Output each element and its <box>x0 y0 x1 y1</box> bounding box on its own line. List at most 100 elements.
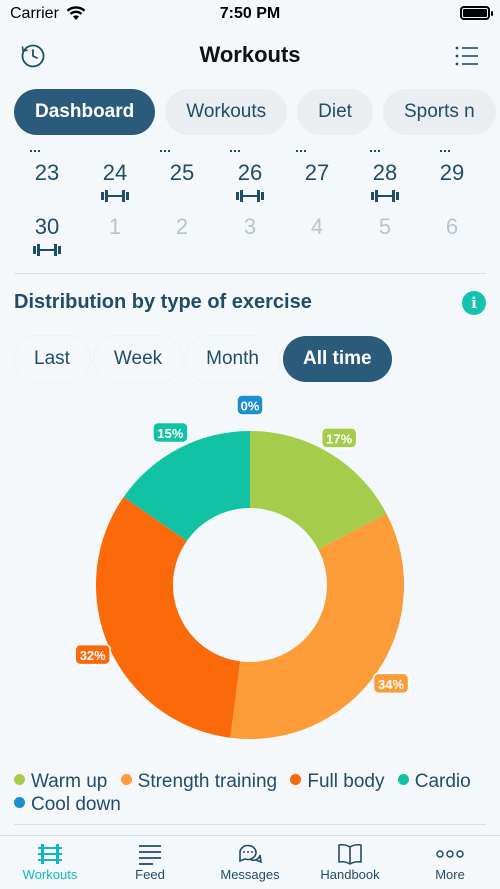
slice-label-text: 17% <box>326 431 352 446</box>
slice-label: 32% <box>74 643 111 666</box>
legend-swatch <box>120 774 132 786</box>
nav-header: Workouts <box>0 36 500 76</box>
legend-label: Cool down <box>31 794 121 815</box>
day-number: 1 <box>108 214 122 239</box>
period-all-time[interactable]: All time <box>282 336 392 382</box>
tabbar-messages[interactable]: Messages <box>200 836 300 889</box>
tabbar-handbook[interactable]: Handbook <box>300 836 400 889</box>
status-time: 7:50 PM <box>219 5 281 22</box>
legend-swatch <box>14 797 25 809</box>
slice-label-text: 15% <box>157 426 183 441</box>
legend-label: Strength training <box>137 771 278 792</box>
tabbar-label: Messages <box>220 867 280 882</box>
legend-label: Full body <box>307 771 385 792</box>
dumbbell-icon <box>371 190 399 202</box>
day-number: 26 <box>237 160 263 185</box>
dumbbell-icon <box>236 190 264 202</box>
chart-legend: Warm up Strength training Full body Card… <box>14 770 486 816</box>
calendar-day[interactable]: 1 <box>85 214 145 240</box>
calendar-day[interactable]: 27 <box>287 160 347 186</box>
list-icon[interactable] <box>454 44 480 68</box>
tabbar-workouts[interactable]: Workouts <box>0 836 100 889</box>
divider <box>14 824 486 825</box>
dumbbell-icon <box>33 244 61 256</box>
day-number: 24 <box>102 160 128 185</box>
tab-sports[interactable]: Sports n <box>382 89 496 135</box>
tab-diet[interactable]: Diet <box>297 89 373 135</box>
slice-label: 17% <box>320 427 358 449</box>
day-number: 3 <box>243 214 257 239</box>
distribution-title: Distribution by type of exercise <box>14 291 312 313</box>
workout-calendar: 23 24 25 26 27 28 29 30 1 2 3 4 5 6 <box>0 150 500 270</box>
tab-workouts[interactable]: Workouts <box>165 89 288 135</box>
day-number: 28 <box>372 160 398 185</box>
calendar-day[interactable]: 4 <box>287 214 347 240</box>
donut-chart: 17% 34% 32% 15% 0% <box>74 394 410 739</box>
calendar-day[interactable]: 3 <box>220 214 280 240</box>
day-number: 2 <box>175 214 189 239</box>
page-title: Workouts <box>199 42 301 67</box>
feed-icon <box>139 845 161 865</box>
info-icon[interactable]: i <box>462 291 486 315</box>
legend-label: Warm up <box>31 771 108 792</box>
tabbar-more[interactable]: More <box>400 836 500 889</box>
day-number: 30 <box>34 214 60 239</box>
calendar-day[interactable]: 5 <box>355 214 415 240</box>
tabbar-feed[interactable]: Feed <box>100 836 200 889</box>
calendar-day[interactable]: 6 <box>422 214 482 240</box>
legend-item: Warm up <box>14 770 107 793</box>
period-last[interactable]: Last <box>14 336 90 382</box>
calendar-day[interactable]: 23 <box>17 160 77 186</box>
calendar-day[interactable]: 2 <box>152 214 212 240</box>
slice-label-text: 0% <box>241 399 260 414</box>
calendar-day[interactable]: 29 <box>422 160 482 186</box>
section-tabs: Dashboard Workouts Diet Sports n <box>14 89 500 137</box>
period-week[interactable]: Week <box>93 336 183 382</box>
donut-slice <box>123 431 250 541</box>
tabbar-label: Handbook <box>320 867 380 882</box>
day-number: 23 <box>34 160 60 185</box>
carrier-label: Carrier <box>10 5 59 22</box>
calendar-day[interactable]: 28 <box>355 160 415 202</box>
status-bar: Carrier 7:50 PM <box>0 0 500 30</box>
period-month[interactable]: Month <box>186 336 279 382</box>
distribution-chart: 17% 34% 32% 15% 0% <box>0 394 500 755</box>
legend-item: Cardio <box>397 770 471 793</box>
calendar-day[interactable]: 24 <box>85 160 145 202</box>
bottom-tab-bar: Workouts Feed Messages Handbook More <box>0 835 500 889</box>
donut-slice <box>230 513 404 739</box>
day-number: 29 <box>439 160 465 185</box>
slice-label: 15% <box>152 421 189 444</box>
donut-slice <box>96 496 241 738</box>
history-icon[interactable] <box>20 43 46 69</box>
slice-label: 34% <box>372 672 410 695</box>
legend-label: Cardio <box>414 771 471 792</box>
calendar-day[interactable]: 25 <box>152 160 212 186</box>
divider <box>14 273 486 274</box>
dumbbell-icon <box>38 844 62 864</box>
legend-item: Cool down <box>14 793 121 816</box>
tabbar-label: Workouts <box>22 867 78 882</box>
tab-dashboard[interactable]: Dashboard <box>14 89 156 135</box>
slice-label-text: 34% <box>378 677 404 692</box>
tabbar-label: More <box>435 867 465 882</box>
messages-icon <box>239 844 262 864</box>
day-number: 25 <box>169 160 195 185</box>
book-icon <box>338 843 362 865</box>
period-selector: Last Week Month All time <box>14 336 500 384</box>
calendar-scroll-indicators <box>0 150 500 158</box>
legend-swatch <box>14 774 25 786</box>
donut-slice <box>250 431 387 550</box>
day-number: 27 <box>304 160 330 185</box>
day-number: 6 <box>445 214 459 239</box>
slice-label: 0% <box>236 394 264 416</box>
more-icon <box>436 850 464 858</box>
slice-label-text: 32% <box>80 648 106 663</box>
battery-icon <box>460 6 493 20</box>
calendar-day[interactable]: 26 <box>220 160 280 202</box>
day-number: 5 <box>378 214 392 239</box>
wifi-icon <box>66 6 86 20</box>
calendar-day[interactable]: 30 <box>17 214 77 256</box>
legend-swatch <box>290 774 302 786</box>
tabbar-label: Feed <box>135 867 165 882</box>
